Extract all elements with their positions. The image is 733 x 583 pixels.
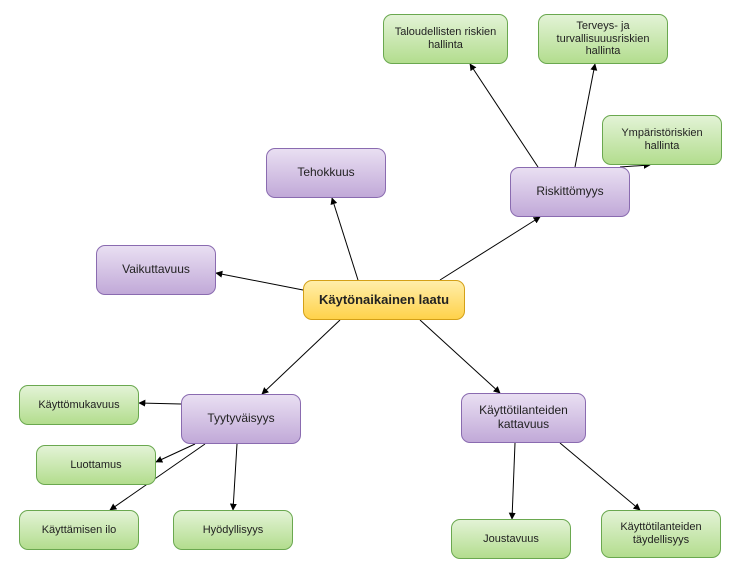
node-kayttotilanteiden-kattavuus[interactable]: Käyttötilanteiden kattavuus [461,393,586,443]
node-label: Tyytyväisyys [207,412,274,426]
node-center[interactable]: Käytönaikainen laatu [303,280,465,320]
node-kayttomukavuus[interactable]: Käyttömukavuus [19,385,139,425]
edge [560,443,640,510]
edge [262,320,340,394]
node-label: Käytönaikainen laatu [319,293,449,308]
node-label: Ympäristöriskien hallinta [609,127,715,152]
node-label: Vaikuttavuus [122,263,190,277]
node-label: Hyödyllisyys [203,524,264,537]
edge [332,198,358,280]
edge [139,403,181,404]
node-label: Tehokkuus [297,166,354,180]
node-label: Käyttömukavuus [38,399,119,412]
node-label: Luottamus [70,459,121,472]
node-taloudellisten-riskien-hallinta[interactable]: Taloudellisten riskien hallinta [383,14,508,64]
node-label: Riskittömyys [536,185,603,199]
node-label: Terveys- ja turvallisuuusriskien hallint… [545,20,661,58]
edge [620,165,650,167]
node-kayttamisen-ilo[interactable]: Käyttämisen ilo [19,510,139,550]
node-luottamus[interactable]: Luottamus [36,445,156,485]
edge [216,273,303,290]
node-kayttotilanteiden-taydellisyys[interactable]: Käyttötilanteiden täydellisyys [601,510,721,558]
diagram-canvas: Käytönaikainen laatu Tehokkuus Vaikuttav… [0,0,733,583]
node-vaikuttavuus[interactable]: Vaikuttavuus [96,245,216,295]
edge [470,64,538,167]
node-label: Taloudellisten riskien hallinta [390,26,501,51]
node-riskittomyys[interactable]: Riskittömyys [510,167,630,217]
node-hyodyllisyys[interactable]: Hyödyllisyys [173,510,293,550]
node-tehokkuus[interactable]: Tehokkuus [266,148,386,198]
edge [512,443,515,519]
node-ymparistoriskit[interactable]: Ympäristöriskien hallinta [602,115,722,165]
edge [575,64,595,167]
node-label: Käyttötilanteiden täydellisyys [608,521,714,546]
edge [156,444,195,462]
edge [233,444,237,510]
node-label: Käyttämisen ilo [42,524,117,537]
node-joustavuus[interactable]: Joustavuus [451,519,571,559]
node-terveys-turvallisuus[interactable]: Terveys- ja turvallisuuusriskien hallint… [538,14,668,64]
edge [440,217,540,280]
node-label: Joustavuus [483,533,539,546]
edge [420,320,500,393]
node-label: Käyttötilanteiden kattavuus [468,404,579,432]
node-tyytyvaisyys[interactable]: Tyytyväisyys [181,394,301,444]
